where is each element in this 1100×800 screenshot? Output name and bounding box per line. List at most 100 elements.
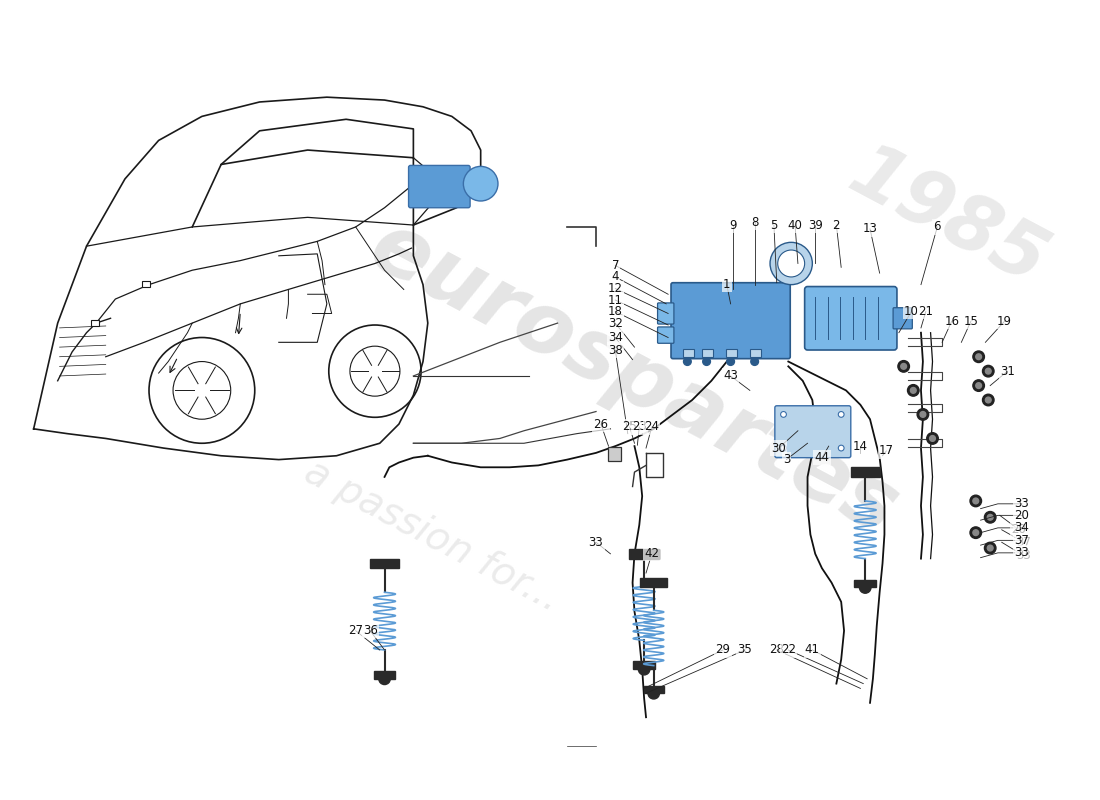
Circle shape — [778, 250, 804, 277]
Circle shape — [970, 527, 981, 538]
Circle shape — [859, 582, 871, 594]
Circle shape — [648, 687, 660, 699]
Text: 14: 14 — [852, 440, 868, 453]
Circle shape — [972, 530, 979, 535]
Text: 24: 24 — [645, 421, 659, 434]
Circle shape — [986, 368, 991, 374]
Circle shape — [972, 498, 979, 504]
FancyBboxPatch shape — [658, 303, 674, 324]
Text: 33: 33 — [1014, 546, 1030, 559]
Text: 39: 39 — [807, 218, 823, 231]
Circle shape — [988, 545, 993, 551]
Text: 33: 33 — [1016, 550, 1031, 562]
Text: 31: 31 — [1000, 365, 1015, 378]
Text: eurospartes: eurospartes — [355, 204, 912, 553]
Bar — [644, 686, 663, 694]
Circle shape — [926, 433, 938, 444]
Circle shape — [703, 358, 711, 366]
Text: 4: 4 — [612, 270, 619, 283]
FancyBboxPatch shape — [702, 349, 713, 357]
FancyBboxPatch shape — [893, 308, 912, 329]
Circle shape — [982, 394, 994, 406]
Circle shape — [970, 495, 981, 506]
Text: 25: 25 — [623, 421, 637, 434]
Text: 29: 29 — [715, 643, 730, 657]
Circle shape — [976, 354, 981, 360]
Circle shape — [901, 363, 906, 370]
Text: 9: 9 — [729, 218, 736, 231]
Circle shape — [976, 382, 981, 389]
Circle shape — [638, 663, 650, 675]
FancyBboxPatch shape — [408, 166, 470, 208]
Bar — [374, 671, 396, 678]
Text: 3: 3 — [783, 453, 790, 466]
Text: 20: 20 — [1012, 523, 1026, 536]
Text: 26: 26 — [593, 418, 608, 430]
Text: 43: 43 — [723, 370, 738, 382]
Circle shape — [988, 514, 993, 520]
FancyBboxPatch shape — [671, 282, 790, 358]
Text: 21: 21 — [918, 305, 933, 318]
Text: 35: 35 — [738, 643, 752, 657]
Text: 13: 13 — [862, 222, 878, 235]
Text: 8: 8 — [751, 216, 758, 229]
FancyBboxPatch shape — [774, 406, 850, 458]
Bar — [640, 578, 668, 587]
Bar — [850, 467, 880, 477]
Text: 40: 40 — [788, 218, 803, 231]
Text: 11: 11 — [608, 294, 623, 306]
Text: 19: 19 — [997, 314, 1012, 328]
FancyBboxPatch shape — [658, 327, 674, 343]
Text: 42: 42 — [645, 547, 659, 560]
Text: 2: 2 — [833, 218, 840, 231]
Bar — [855, 580, 877, 587]
Circle shape — [908, 385, 918, 396]
Text: 5: 5 — [770, 218, 778, 231]
Text: a passion for...: a passion for... — [298, 453, 566, 619]
Text: 20: 20 — [1014, 509, 1030, 522]
Text: 33: 33 — [1014, 498, 1030, 510]
Circle shape — [781, 411, 786, 418]
Text: 1: 1 — [723, 278, 730, 291]
Text: 23: 23 — [631, 421, 647, 434]
Text: 7: 7 — [612, 259, 619, 272]
Bar — [629, 549, 659, 558]
Circle shape — [378, 673, 390, 685]
Circle shape — [781, 445, 786, 451]
Circle shape — [463, 166, 498, 201]
Text: 22: 22 — [781, 643, 795, 657]
Circle shape — [911, 387, 916, 394]
Text: 38: 38 — [608, 343, 623, 357]
Text: 1985: 1985 — [836, 135, 1058, 301]
Text: 12: 12 — [608, 282, 623, 295]
Text: 37: 37 — [1014, 534, 1030, 547]
Circle shape — [683, 358, 691, 366]
Circle shape — [920, 411, 926, 418]
FancyBboxPatch shape — [750, 349, 761, 357]
Circle shape — [984, 511, 996, 523]
Text: 44: 44 — [814, 451, 829, 464]
Circle shape — [898, 361, 910, 372]
Text: 10: 10 — [904, 305, 918, 318]
Text: 34: 34 — [608, 331, 623, 344]
Bar — [370, 558, 399, 568]
Text: 27: 27 — [349, 624, 363, 638]
Circle shape — [984, 542, 996, 554]
FancyBboxPatch shape — [607, 447, 621, 461]
Circle shape — [982, 366, 994, 377]
Circle shape — [986, 397, 991, 403]
Circle shape — [770, 242, 812, 285]
Bar — [634, 662, 656, 669]
Text: 37: 37 — [1016, 536, 1032, 549]
Circle shape — [838, 445, 844, 451]
Text: 28: 28 — [769, 643, 784, 657]
Circle shape — [751, 358, 759, 366]
Text: 16: 16 — [944, 314, 959, 328]
Text: 34: 34 — [1014, 522, 1030, 534]
Circle shape — [917, 409, 928, 420]
Text: 30: 30 — [771, 442, 786, 454]
FancyBboxPatch shape — [683, 349, 694, 357]
Circle shape — [972, 351, 984, 362]
Circle shape — [972, 380, 984, 391]
Text: 41: 41 — [805, 643, 820, 657]
